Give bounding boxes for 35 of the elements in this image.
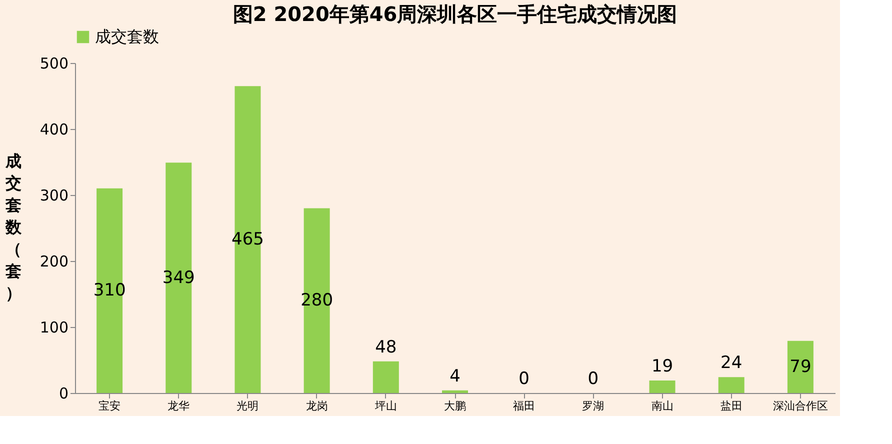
y-tick-label: 200	[40, 252, 68, 270]
y-tick-label: 100	[40, 318, 68, 336]
chart-title: 图2 2020年第46周深圳各区一手住宅成交情况图	[232, 2, 678, 26]
y-tick-label: 500	[40, 54, 68, 72]
x-tick-label: 宝安	[98, 400, 121, 412]
legend-label: 成交套数	[95, 27, 159, 46]
bar	[649, 380, 676, 393]
x-tick-label: 福田	[513, 400, 536, 412]
bar	[442, 390, 468, 393]
data-label: 0	[518, 369, 530, 389]
x-tick-label: 深汕合作区	[772, 400, 828, 412]
x-tick-label: 南山	[651, 400, 674, 412]
x-tick-label: 龙华	[168, 400, 190, 412]
x-tick-label: 大鹏	[444, 400, 466, 412]
bar	[718, 377, 744, 393]
x-tick-label: 坪山	[374, 400, 397, 412]
y-tick-label: 400	[40, 120, 68, 138]
data-label: 24	[720, 353, 742, 374]
bar	[304, 208, 330, 393]
data-label: 79	[790, 356, 812, 377]
bar	[372, 361, 399, 393]
data-label: 4	[450, 366, 460, 386]
data-label: 19	[651, 356, 674, 376]
data-label: 0	[588, 369, 599, 389]
x-tick-label: 罗湖	[582, 400, 604, 412]
x-tick-label: 龙岗	[306, 400, 328, 412]
bar	[787, 340, 814, 393]
y-axis-title: 成交套数（套）	[4, 152, 22, 302]
bar	[96, 188, 123, 393]
y-tick-label: 0	[58, 384, 68, 402]
x-tick-label: 盐田	[720, 400, 742, 412]
x-tick-label: 光明	[236, 400, 259, 412]
data-label: 48	[375, 337, 397, 358]
y-tick-label: 300	[40, 186, 68, 204]
bar	[166, 162, 192, 393]
